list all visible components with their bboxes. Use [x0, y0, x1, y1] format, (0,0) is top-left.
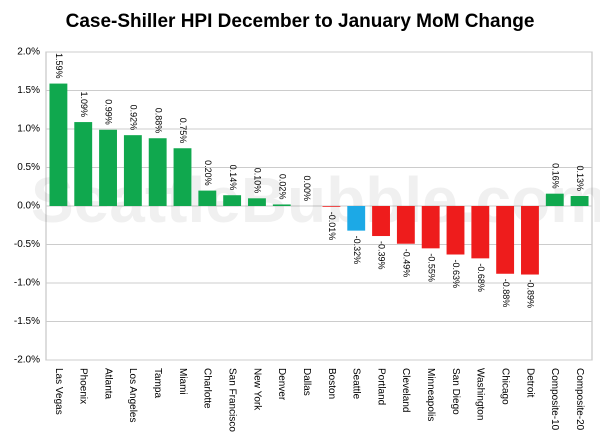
- x-tick-label: Las Vegas: [53, 368, 64, 415]
- bar: [570, 195, 589, 206]
- value-label: 0.92%: [128, 105, 138, 131]
- x-tick-label: Tampa: [152, 368, 163, 398]
- y-tick-label: 1.0%: [17, 124, 40, 135]
- bar: [446, 206, 465, 255]
- y-tick-label: 1.5%: [17, 85, 40, 96]
- bar: [74, 122, 93, 206]
- value-label: -0.68%: [476, 263, 486, 292]
- bar: [471, 206, 490, 259]
- x-tick-label: Detroit: [524, 368, 535, 398]
- bar: [372, 206, 390, 237]
- y-tick-label: -1.0%: [14, 278, 40, 289]
- bar: [396, 206, 415, 244]
- x-tick-label: Denver: [276, 368, 287, 401]
- x-tick-label: Boston: [326, 368, 337, 399]
- value-label: 1.59%: [54, 53, 64, 79]
- x-tick-label: Washington: [475, 368, 486, 420]
- value-label: 0.13%: [575, 165, 585, 191]
- bar: [198, 190, 217, 206]
- bar: [545, 193, 564, 206]
- x-tick-label: Minneapolis: [425, 368, 436, 421]
- value-label: 0.14%: [228, 165, 238, 191]
- chart-title: Case-Shiller HPI December to January MoM…: [66, 11, 535, 32]
- bar: [173, 148, 192, 206]
- value-label: 0.16%: [550, 163, 560, 189]
- bar: [521, 206, 539, 275]
- x-tick-label: Composite-20: [574, 368, 585, 431]
- x-tick-label: Chicago: [499, 368, 510, 405]
- bar: [421, 206, 440, 249]
- bar: [223, 195, 242, 206]
- x-tick-label: Charlotte: [202, 368, 213, 409]
- value-label: -0.01%: [327, 212, 337, 241]
- value-label: -0.55%: [426, 253, 436, 282]
- bar: [496, 206, 515, 274]
- bar: [322, 206, 341, 207]
- y-tick-label: -2.0%: [14, 355, 40, 366]
- y-tick-label: 2.0%: [17, 47, 40, 58]
- value-label: -0.88%: [501, 279, 511, 308]
- x-tick-label: Dallas: [301, 368, 312, 396]
- bar: [347, 206, 366, 231]
- y-tick-label: 0.0%: [17, 201, 40, 212]
- x-tick-label: San Diego: [450, 368, 461, 415]
- y-tick-label: 0.5%: [17, 162, 40, 173]
- bar: [248, 198, 266, 206]
- value-label: -0.39%: [377, 241, 387, 270]
- value-label: 0.75%: [178, 118, 188, 144]
- value-label: -0.63%: [451, 260, 461, 289]
- value-label: 1.09%: [79, 92, 89, 118]
- value-label: -0.89%: [526, 280, 536, 309]
- x-tick-label: Phoenix: [78, 368, 89, 404]
- x-tick-label: Seattle: [351, 368, 362, 400]
- value-label: -0.49%: [401, 249, 411, 278]
- x-tick-label: San Francisco: [226, 368, 237, 432]
- value-label: 0.88%: [153, 108, 163, 134]
- bar: [148, 138, 167, 206]
- x-tick-label: Miami: [177, 368, 188, 395]
- bar: [272, 204, 291, 206]
- x-tick-label: New York: [251, 368, 262, 411]
- value-label: 0.00%: [302, 175, 312, 201]
- bar: [123, 135, 142, 206]
- bar: [99, 129, 117, 206]
- bar: [49, 83, 68, 206]
- y-tick-label: -1.5%: [14, 316, 40, 327]
- x-tick-label: Composite-10: [549, 368, 560, 431]
- value-label: 0.02%: [277, 174, 287, 200]
- value-label: 0.20%: [203, 160, 213, 186]
- y-tick-label: -0.5%: [14, 239, 40, 250]
- value-label: -0.32%: [352, 236, 362, 265]
- value-label: 0.99%: [104, 99, 114, 125]
- x-tick-label: Los Angeles: [127, 368, 138, 423]
- x-tick-label: Atlanta: [102, 368, 113, 400]
- x-tick-label: Cleveland: [400, 368, 411, 412]
- value-label: 0.10%: [253, 168, 263, 194]
- x-tick-label: Portland: [375, 368, 386, 405]
